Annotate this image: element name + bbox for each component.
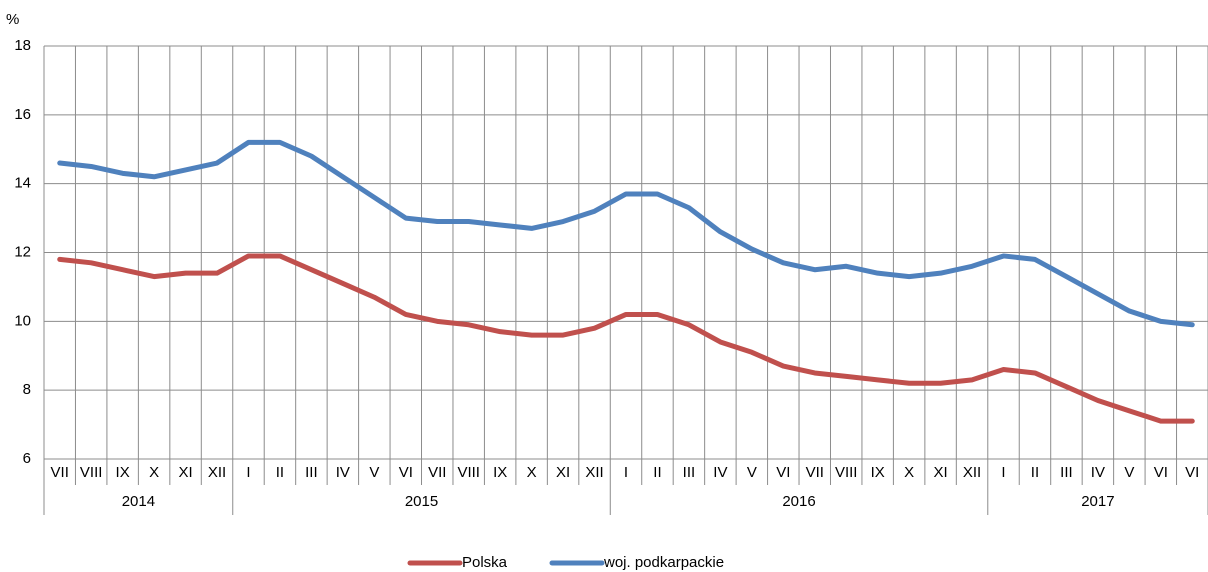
- x-tick-label: VI: [399, 464, 413, 481]
- x-tick-label: IV: [1091, 464, 1105, 481]
- y-tick-label: 6: [23, 450, 31, 467]
- x-tick-label: V: [1124, 464, 1134, 481]
- x-tick-label: IX: [116, 464, 130, 481]
- x-tick-label: XI: [934, 464, 948, 481]
- x-tick-label: III: [1060, 464, 1073, 481]
- x-tick-label: III: [683, 464, 696, 481]
- x-tick-label: VIII: [457, 464, 480, 481]
- legend-label: Polska: [462, 554, 508, 571]
- x-tick-label: VIII: [835, 464, 858, 481]
- x-tick-label: I: [246, 464, 250, 481]
- x-group-label: 2015: [405, 493, 438, 510]
- x-tick-label: I: [1001, 464, 1005, 481]
- x-tick-label: IX: [871, 464, 885, 481]
- x-tick-label: X: [149, 464, 159, 481]
- x-tick-label: VI: [1154, 464, 1168, 481]
- x-tick-label: XII: [585, 464, 603, 481]
- y-axis-label: %: [6, 11, 19, 28]
- x-tick-label: VI: [1185, 464, 1199, 481]
- x-tick-label: VII: [51, 464, 69, 481]
- x-tick-label: VII: [806, 464, 824, 481]
- x-group-label: 2014: [122, 493, 155, 510]
- y-tick-label: 16: [14, 106, 31, 123]
- x-tick-label: X: [527, 464, 537, 481]
- x-tick-label: XI: [178, 464, 192, 481]
- x-tick-label: XII: [208, 464, 226, 481]
- x-tick-label: IX: [493, 464, 507, 481]
- x-tick-label: II: [1031, 464, 1039, 481]
- y-tick-label: 18: [14, 37, 31, 54]
- x-tick-label: X: [904, 464, 914, 481]
- x-group-label: 2016: [782, 493, 815, 510]
- x-tick-label: V: [747, 464, 757, 481]
- x-tick-label: II: [653, 464, 661, 481]
- x-tick-label: XII: [963, 464, 981, 481]
- x-tick-label: I: [624, 464, 628, 481]
- x-tick-label: II: [276, 464, 284, 481]
- x-tick-label: VIII: [80, 464, 103, 481]
- y-tick-label: 8: [23, 381, 31, 398]
- x-tick-label: VI: [776, 464, 790, 481]
- x-tick-label: IV: [713, 464, 727, 481]
- series-line: [57, 253, 1195, 424]
- x-group-label: 2017: [1081, 493, 1114, 510]
- x-tick-label: VII: [428, 464, 446, 481]
- legend-label: woj. podkarpackie: [603, 554, 724, 571]
- x-tick-label: XI: [556, 464, 570, 481]
- x-tick-label: III: [305, 464, 318, 481]
- x-tick-label: V: [369, 464, 379, 481]
- x-tick-label: IV: [336, 464, 350, 481]
- y-tick-label: 12: [14, 243, 31, 260]
- series-line: [57, 139, 1195, 328]
- y-tick-label: 14: [14, 175, 31, 192]
- y-tick-label: 10: [14, 312, 31, 329]
